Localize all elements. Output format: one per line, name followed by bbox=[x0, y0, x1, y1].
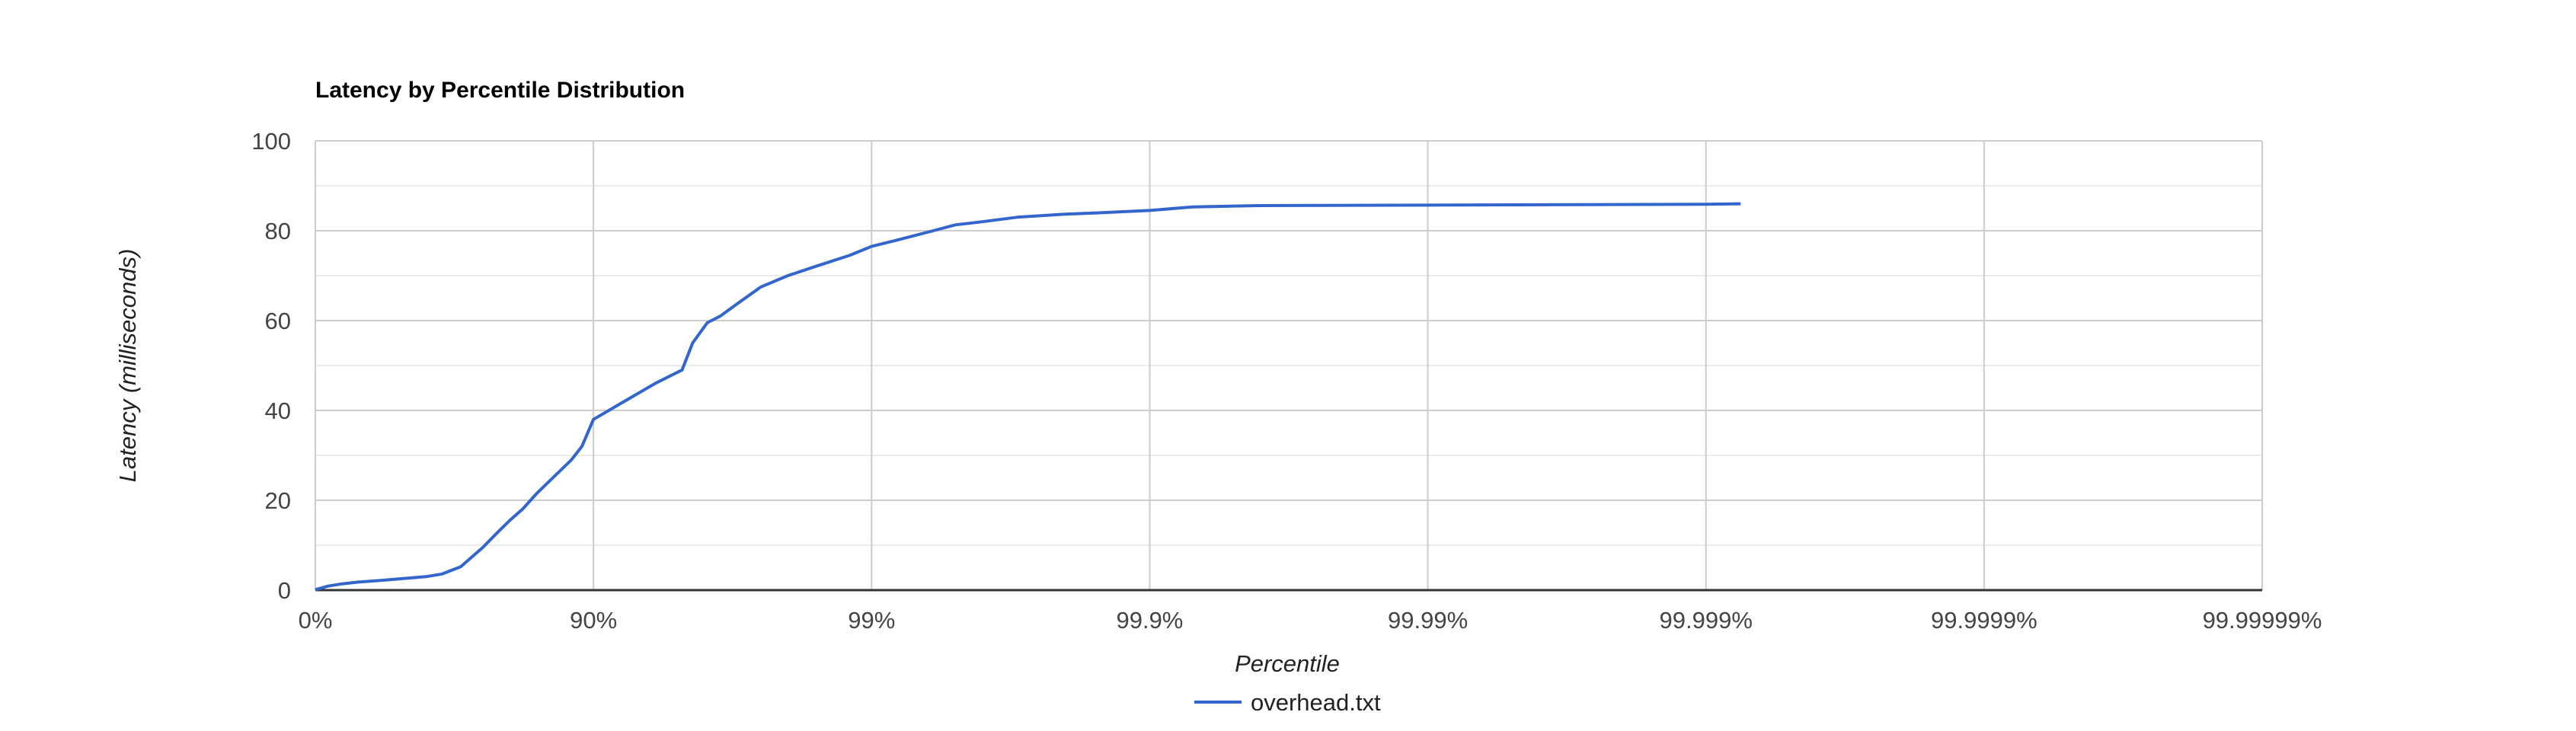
y-tick-label: 100 bbox=[251, 128, 291, 155]
y-tick-label: 80 bbox=[265, 218, 291, 244]
x-tick-label: 99.9% bbox=[1116, 607, 1183, 634]
x-tick-label: 90% bbox=[570, 607, 617, 634]
x-tick-label: 99.999% bbox=[1660, 607, 1753, 634]
x-tick-label: 99.99% bbox=[1388, 607, 1468, 634]
series-layer bbox=[315, 202, 1741, 592]
legend[interactable]: overhead.txt bbox=[1194, 689, 1381, 716]
y-tick-label: 40 bbox=[265, 397, 291, 424]
x-tick-label: 0% bbox=[299, 607, 333, 634]
y-axis-title: Latency (milliseconds) bbox=[114, 249, 141, 483]
series-line-0[interactable] bbox=[315, 202, 1741, 592]
legend-label-overhead: overhead.txt bbox=[1251, 689, 1381, 716]
grid-layer bbox=[315, 140, 2263, 590]
tick-label-layer: 0 20 40 60 80 100 0% 90% 99% 99.9% 99.99% 99.999% 99… bbox=[251, 128, 2322, 634]
x-tick-label: 99.99999% bbox=[2203, 607, 2322, 634]
x-axis-title: Percentile bbox=[1235, 650, 1340, 677]
x-tick-label: 99% bbox=[848, 607, 895, 634]
chart-title: Latency by Percentile Distribution bbox=[315, 78, 685, 103]
y-tick-label: 60 bbox=[265, 308, 291, 334]
y-tick-label: 20 bbox=[265, 487, 291, 514]
x-tick-label: 99.9999% bbox=[1931, 607, 2037, 634]
y-tick-label: 0 bbox=[278, 577, 291, 604]
